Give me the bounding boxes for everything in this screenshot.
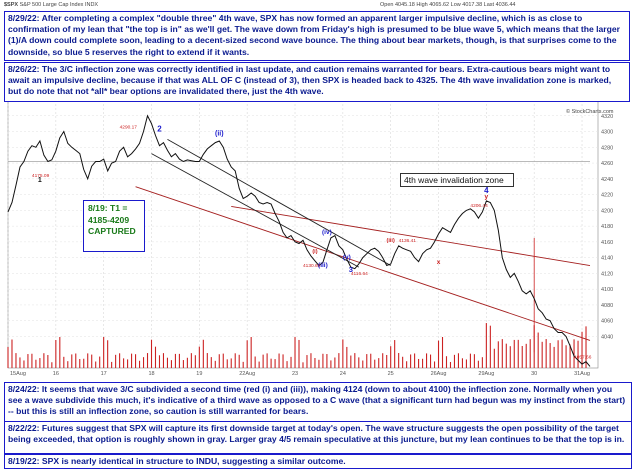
target-range: 4185-4209	[88, 214, 130, 225]
y-tick-label: 4040	[601, 334, 613, 340]
price-labels: 4290.17 4175.09 4130.60 4116.64 4136.41 4206.…	[32, 124, 592, 360]
x-tick-label: 17	[101, 371, 107, 377]
price-label: 4175.09	[32, 173, 50, 179]
y-tick-label: 4200	[601, 208, 613, 214]
y-tick-label: 4160	[601, 240, 613, 246]
wave-label: 3	[349, 265, 353, 274]
annotation-8-26: 8/26/22: The 3/C inflection zone was cor…	[4, 62, 630, 102]
y-tick-label: 4320	[601, 114, 613, 120]
trendline-upper	[167, 139, 391, 266]
wave-label: (iv)	[322, 229, 332, 236]
y-tick-label: 4120	[601, 271, 613, 277]
y-tick-label: 4280	[601, 145, 613, 151]
invalidation-zone-label: 4th wave invalidation zone	[400, 173, 514, 187]
x-tick-label: 24	[340, 371, 346, 377]
price-label: 4130.60	[303, 263, 321, 269]
y-tick-label: 4220	[601, 193, 613, 199]
wave-labels: 1 2 (ii) (iii) (iv) (v) 3 4y x (i) (iii)	[38, 125, 489, 274]
x-tick-label: 26Aug	[431, 371, 447, 377]
target-status: CAPTURED	[88, 226, 136, 236]
y-tick-label: 4260	[601, 161, 613, 167]
wave-label: y	[485, 194, 489, 201]
y-tick-label: 4140	[601, 256, 613, 262]
x-tick-label: 25	[388, 371, 394, 377]
y-axis-ticks: 4040 4060 4080 4100 4120 4140 4160 4180 4200 4220…	[601, 114, 613, 341]
wave-label: 4	[484, 186, 489, 195]
wave-label: 2	[157, 125, 162, 134]
target-box: 8/19: T1 = 4185-4209 CAPTURED	[83, 200, 145, 252]
x-tick-label: 18	[148, 371, 154, 377]
annotation-8-19: 8/19/22: SPX is nearly identical in stru…	[4, 454, 632, 469]
wave-label: (i)	[312, 249, 317, 255]
x-tick-label: 23	[292, 371, 298, 377]
y-tick-label: 4180	[601, 224, 613, 230]
upper-channel-line	[231, 205, 591, 266]
wave-label: (v)	[343, 254, 351, 261]
chart-header-ticker: $SPX S&P 500 Large Cap Index INDX	[4, 2, 99, 8]
trendline-lower	[151, 153, 360, 268]
y-tick-label: 4240	[601, 177, 613, 183]
volume-histogram	[7, 323, 587, 368]
wave-label: (iii)	[318, 262, 328, 269]
price-label: 4290.17	[120, 124, 138, 130]
wave-label: x	[437, 259, 441, 266]
chart-header-source: © StockCharts.com	[566, 109, 614, 115]
annotation-8-24: 8/24/22: It seems that wave 3/C subdivid…	[4, 382, 632, 422]
y-tick-label: 4100	[601, 287, 613, 293]
x-axis-ticks: 15Aug 16 17 18 19 22Aug 23 24 25 26Aug 29Aug 30 31Au…	[10, 371, 590, 377]
wave-label: 1	[38, 177, 42, 184]
wave-label: (ii)	[215, 130, 224, 137]
x-tick-label: 15Aug	[10, 371, 26, 377]
price-label: 4057.66	[574, 355, 592, 361]
lower-channel-line	[135, 186, 591, 341]
x-tick-label: 30	[531, 371, 537, 377]
price-label: 4206.44	[470, 203, 488, 209]
x-tick-label: 22Aug	[239, 371, 255, 377]
price-label: 4136.41	[399, 238, 417, 244]
chart-header-ohlc: Open 4045.18 High 4065.62 Low 4017.38 La…	[380, 2, 516, 8]
y-tick-label: 4060	[601, 319, 613, 325]
x-tick-label: 31Aug	[574, 371, 590, 377]
y-tick-label: 4300	[601, 130, 613, 136]
target-date: 8/19: T1 =	[88, 203, 128, 213]
price-line	[7, 114, 591, 367]
x-tick-label: 29Aug	[478, 371, 494, 377]
annotation-8-22: 8/22/22: Futures suggest that SPX will c…	[4, 421, 632, 454]
annotation-8-29: 8/29/22: After completing a complex "dou…	[4, 11, 630, 61]
wave-label: (iii)	[387, 238, 395, 244]
y-tick-label: 4080	[601, 303, 613, 309]
x-tick-label: 19	[196, 371, 202, 377]
x-tick-label: 16	[53, 371, 59, 377]
price-label: 4116.64	[351, 271, 368, 277]
